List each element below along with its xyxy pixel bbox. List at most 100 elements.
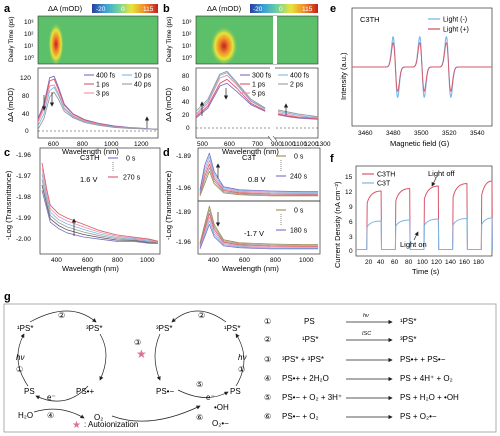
plot-f-xtick-5: 120 [431,259,442,266]
plot-d-bottom-series-4 [199,220,318,249]
plot-b-ytick-2: 40 [182,99,190,106]
panel-d: C3T 0.8 V -1.7 V 0 s 240 s 0 s 180 s -1.… [164,147,321,273]
plot-c-series-2 [41,179,159,243]
plot-a-legend-1: 1 ps [96,82,110,89]
reaction-6-lhs: PS•− + O₂ [282,412,319,421]
plot-a-frame [37,67,159,139]
autoionization-legend-star-icon: ★ [72,420,81,431]
colorbar-a-tick-1: 0 [121,6,125,13]
plot-a-ylabel: ΔA (mOD) [6,87,15,122]
panel-label-g: g [4,291,11,303]
mech-right-oh: •OH [214,403,229,412]
plot-a-ytick-0: 0 [25,128,29,135]
plot-b-series-1-left [195,78,266,118]
mech-arrow-reduction [35,385,89,402]
mech-step-2-right: ② [198,311,205,320]
plot-b-xtick-1: 600 [224,141,235,148]
mech-arrow-oxidation-right [177,389,229,398]
plot-a-xtick-2: 1000 [104,141,119,148]
plot-b-ytick-3: 60 [182,86,190,93]
heatmap-a-ytick-2: 10¹ [24,43,34,50]
panel-g-mechanism: ¹PS* ³PS* PS PS•+ H₂O ② hν ① e⁻ ④ ③ ★ ★ … [3,303,497,433]
reaction-6-num: ⑥ [264,412,271,421]
plot-f-legend: C3TH C3T [362,172,395,188]
plot-c-legend-1: 270 s [123,175,141,182]
plot-b-xtick-5: 1100 [293,141,307,148]
mech-arrow-left-down [99,333,107,381]
plot-f-xtick-1: 40 [377,259,385,266]
plot-d-bottom-series-1 [199,209,318,246]
colorbar-a [92,4,158,13]
colorbar-b-tick-1: 0 [279,6,283,13]
colorbar-b-tick-0: -20 [253,6,263,13]
heatmap-b-ytick-0: 10³ [182,19,192,26]
mech-left-singlet: ¹PS* [17,324,33,333]
heatmap-b-axis-break [273,16,277,64]
mech-right-triplet: ³PS* [156,324,172,333]
plot-c-ytick-3: -1.99 [16,215,31,222]
plot-d-legend-top-0: 0 s [294,154,304,161]
mech-right-superoxide: O₂•− [212,419,229,428]
heatmap-a-ylabel: Dealy Time (ps) [8,16,15,62]
plot-e-ylabel: Intensity (a.u.) [339,52,348,100]
panel-label-a: a [4,3,11,15]
plot-c-ytick-0: -1.96 [16,152,31,159]
plot-b-xtick-3: 900 [271,141,282,148]
plot-b-series-4-left [195,70,266,112]
plot-a-ytick-1: 40 [22,111,30,118]
plot-b-xlabel: Wavelength (nm) [222,147,279,156]
plot-f-legend-0: C3TH [377,172,395,179]
colorbar-a-title: ΔA (mOD) [48,4,83,13]
plot-e-legend: Light (-) Light (+) [428,17,469,34]
reaction-5-num: ⑤ [264,393,271,402]
plot-f-xtick-4: 100 [417,259,428,266]
plot-b-ylabel: ΔA (mOD) [164,87,173,122]
heatmap-b-ytick-2: 10¹ [182,43,192,50]
mech-step-3: ③ [134,338,141,347]
mech-right-singlet: ¹PS* [224,324,240,333]
mech-step-5-right: ⑤ [196,380,203,389]
plot-c-ytick-1: -1.97 [16,173,31,180]
reaction-2-arrow-label: ISC [362,331,371,337]
plot-e-series-light-on [351,42,493,92]
plot-f-annotation-light-off: Light off [428,169,455,178]
plot-f-ytick-2: 6 [349,219,353,226]
plot-d-ytick-top-0: -1.89 [176,153,191,160]
plot-f-series-1 [356,217,493,250]
mech-left-triplet: ³PS* [86,324,102,333]
plot-d-ylabel: -Log (Transmittance) [164,170,173,240]
colorbar-b-tick-2: 115 [302,6,313,13]
heatmap-a-ytick-0: 10³ [24,19,34,26]
reaction-1-arrow-label: hν [363,313,369,319]
plot-f-xtick-8: 180 [473,259,484,266]
panel-label-e: e [330,3,336,15]
plot-f-xlabel: Time (s) [412,267,440,276]
plot-c-xtick-0: 400 [51,257,62,264]
plot-b-xtick-4: 1000 [281,141,296,148]
plot-a-legend-2: 3 ps [96,91,110,98]
reaction-4-lhs: PS•+ + 2H₂O [282,374,329,383]
heatmap-b-ytick-1: 10² [182,31,192,38]
plot-a-legend: 400 fs 1 ps 3 ps 10 ps 40 ps [84,73,152,98]
mech-left-hv: hν [16,353,24,362]
reaction-3-lhs: ³PS* + ³PS* [282,355,324,364]
plot-e-legend-0: Light (-) [443,17,467,24]
plot-c-series-1 [41,184,159,244]
mech-autoionization-label: : Autoionization [84,420,138,429]
mech-step-4-left: ④ [47,411,54,420]
reaction-4-rhs: PS + 4H⁺ + O₂ [400,374,453,383]
plot-f-xtick-3: 80 [405,259,413,266]
plot-b-legend-4: 5 ps [252,91,266,98]
plot-d-xtick-2: 800 [270,257,281,264]
plot-b-legend-3: 2 ps [290,82,304,89]
reaction-2-num: ② [264,335,271,344]
plot-c-legend: 0 s 270 s [108,156,141,182]
plot-a-xtick-3: 1200 [134,141,149,148]
colorbar-b [250,4,318,13]
plot-b-break-mark-2 [272,135,278,142]
plot-c-xlabel: Wavelength (nm) [62,264,119,273]
reaction-2-lhs: ¹PS* [302,335,318,344]
panel-e: C3TH Light (-) Light (+) Intensity (a.u.… [339,7,493,148]
panel-label-b: b [163,3,170,15]
